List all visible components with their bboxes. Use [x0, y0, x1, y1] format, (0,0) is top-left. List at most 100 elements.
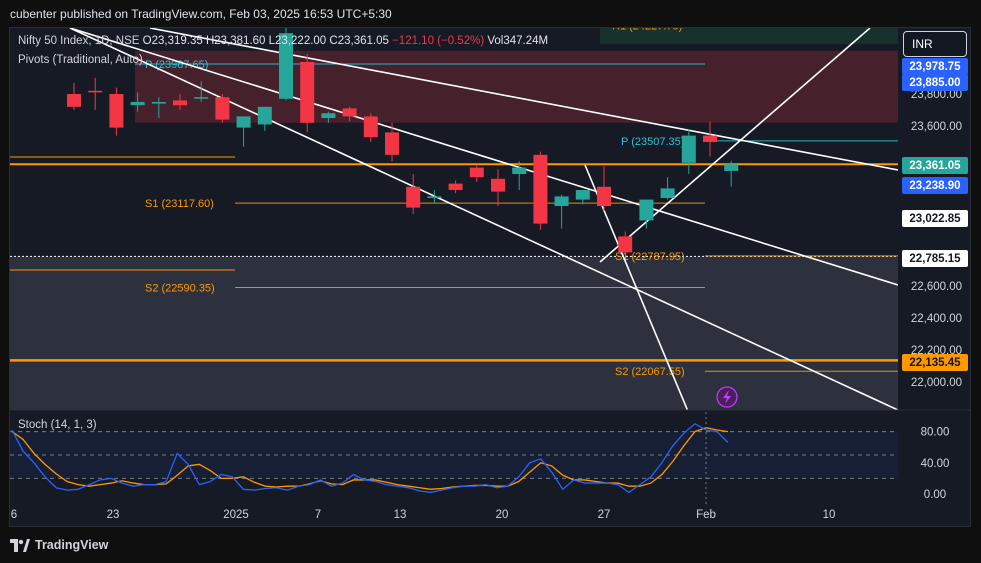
price-tag-bg [902, 157, 968, 174]
candle-body [575, 190, 590, 200]
price-tag: 22,135.45 [902, 354, 968, 371]
x-axis-tick-label: Feb [696, 509, 716, 521]
y-axis-tick-label: 23,800.00 [911, 89, 962, 101]
x-axis-tick-label: 10 [823, 509, 836, 521]
publisher-line: cubenter published on TradingView.com, F… [10, 7, 392, 21]
price-tag-bg [902, 210, 968, 227]
candle-body [533, 154, 548, 224]
candle [469, 164, 484, 182]
candle [236, 116, 251, 147]
candle [724, 160, 739, 187]
stoch-indicator-label[interactable]: Stoch (14, 1, 3) [18, 419, 97, 431]
pivot-label: S2 (22590.35) [145, 283, 215, 295]
candle-body [109, 94, 124, 128]
price-tag: 23,885.00 [902, 74, 968, 91]
candle [491, 169, 505, 206]
high-value: H23,381.60 [205, 35, 266, 47]
x-axis-tick-label: 20 [496, 509, 509, 521]
trend-line [69, 28, 898, 410]
stoch-k-line [11, 423, 729, 494]
candle-body [469, 167, 484, 178]
candle [512, 161, 527, 190]
trend-line [599, 28, 871, 263]
y-axis-tick-label: 22,600.00 [911, 281, 962, 293]
candle [597, 166, 611, 211]
candle [554, 194, 569, 229]
candle-body [554, 196, 569, 206]
y-axis-tick-label: 23,600.00 [911, 121, 962, 133]
price-tag-bg [902, 58, 968, 75]
x-axis-tick-label: 2025 [223, 509, 249, 521]
candle-body [681, 135, 696, 163]
candle-body [342, 108, 357, 117]
price-tag: 23,978.75 [902, 58, 968, 75]
candle-body [385, 132, 399, 155]
candle [660, 177, 675, 200]
candle [406, 174, 421, 214]
trend-line [584, 164, 689, 410]
candle [385, 122, 399, 162]
price-tag-label: 23,978.75 [909, 61, 961, 73]
candle-body [173, 100, 187, 106]
candle [109, 87, 124, 136]
candle-body [660, 188, 675, 198]
price-plot-area: R1 (24227.75) P (23987.65) S1 (23117.60) S2… [10, 21, 898, 410]
candle-body [279, 33, 293, 99]
candle-body [448, 183, 463, 190]
price-tag-label: 23,238.90 [909, 180, 960, 192]
symbol-label[interactable]: Nifty 50 Index, 1D, NSE [18, 35, 140, 47]
pivot-label: S1 (22787.95) [615, 251, 685, 263]
price-tag-label: 23,361.05 [909, 160, 961, 172]
currency-button[interactable]: INR [903, 31, 967, 57]
candle-body [724, 164, 739, 171]
y-axis-tick-label: 22,000.00 [911, 377, 962, 389]
volume-value: Vol347.24M [487, 35, 549, 47]
candle-body [67, 94, 81, 107]
candle [363, 113, 378, 142]
price-tag-bg [902, 74, 968, 91]
candle [703, 121, 717, 157]
candle-body [88, 90, 103, 93]
x-axis-tick-label: 7 [315, 509, 321, 521]
change-value: −121.10 (−0.52%) [392, 35, 485, 47]
price-tag: 23,238.90 [902, 177, 968, 194]
grey-demand-zone [10, 256, 898, 410]
price-tag-label: 23,885.00 [909, 77, 960, 89]
candle-body [512, 167, 527, 174]
pivot-label: S1 (23117.60) [145, 198, 214, 210]
pivot-label: R1 (24227.75) [612, 21, 682, 33]
y-axis-tick-label: 22,400.00 [911, 313, 962, 325]
stoch-y-tick-label: 80.00 [921, 427, 950, 439]
candle [67, 82, 81, 110]
candle-body [618, 236, 633, 253]
pivots-indicator-label[interactable]: Pivots (Traditional, Auto) [18, 54, 143, 66]
candle [342, 106, 357, 122]
pivot-label: P (23507.35) [621, 136, 684, 148]
low-value: L23,222.00 [268, 35, 327, 47]
pivot-label: P (23987.65) [145, 59, 208, 71]
stoch-y-tick-label: 0.00 [924, 489, 946, 501]
candle [533, 151, 548, 230]
price-tag-label: 22,135.45 [909, 357, 961, 369]
price-tag-bg [902, 354, 968, 371]
price-tag-label: 23,022.85 [909, 213, 961, 225]
pivot-label: S2 (22067.55) [615, 366, 685, 378]
candle [151, 97, 166, 118]
series-legend: Nifty 50 Index, 1D, NSE O23,319.35 H23,3… [18, 35, 548, 47]
candle-body [300, 62, 315, 123]
footer-brand: TradingView [35, 538, 109, 552]
candle-body [194, 97, 209, 99]
trend-line [149, 28, 898, 171]
candle [618, 231, 633, 256]
x-axis-tick-label: 27 [598, 509, 611, 521]
green-zone-strip [600, 28, 898, 44]
candle [639, 199, 654, 229]
price-tag-bg [902, 250, 968, 267]
candle [321, 111, 336, 123]
price-tag-label: 22,785.15 [909, 253, 961, 265]
candle [257, 106, 272, 131]
tradingview-footer: TradingView [10, 538, 108, 552]
stoch-y-tick-label: 40.00 [921, 458, 950, 470]
candle [173, 94, 187, 110]
